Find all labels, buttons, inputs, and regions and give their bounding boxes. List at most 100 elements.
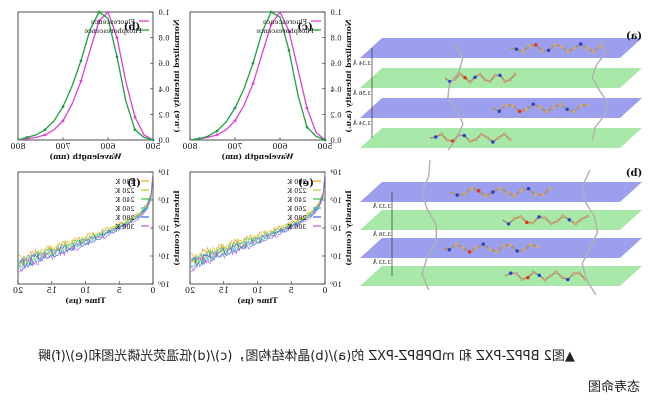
legend-label: 240 K xyxy=(115,196,134,204)
legend-label: Phosphorescence xyxy=(256,27,314,35)
panel-label-inner: (b) xyxy=(124,22,140,33)
y-tick-label: 0.0 xyxy=(158,137,169,145)
atom xyxy=(549,221,553,226)
distance-label: 3.56 Å xyxy=(352,89,371,97)
atom xyxy=(509,271,513,275)
atom xyxy=(559,44,564,49)
atom xyxy=(483,77,487,82)
atom xyxy=(538,105,542,110)
atom xyxy=(566,277,570,282)
side-group xyxy=(421,159,438,291)
y-tick-label-inner: 10² xyxy=(330,225,342,233)
atom xyxy=(479,132,484,136)
atom xyxy=(485,135,489,140)
y-tick-label: 1.0 xyxy=(158,9,169,17)
atom xyxy=(476,189,481,193)
y-tick-label-inner: 10² xyxy=(158,225,170,233)
series-marker xyxy=(79,79,83,83)
series-line xyxy=(18,173,154,273)
y-tick-label: 10⁰ xyxy=(158,281,170,289)
series-marker xyxy=(287,49,291,52)
atom xyxy=(467,250,472,254)
series-marker xyxy=(215,129,219,133)
atom xyxy=(488,79,492,84)
atom xyxy=(598,44,602,49)
x-tick-label: 0 xyxy=(322,286,327,295)
x-axis-title: Wavelength (nm) xyxy=(221,152,294,161)
x-tick-label: 20 xyxy=(185,286,195,295)
y-tick-label: 0.2 xyxy=(330,111,341,119)
atom xyxy=(573,222,578,226)
atom xyxy=(491,190,495,194)
series-marker xyxy=(305,106,309,110)
panel-label-a-inner: (a) xyxy=(626,31,642,42)
y-tick-label-inner: 10¹ xyxy=(330,253,342,261)
x-tick-label-inner: 600 xyxy=(272,142,287,151)
y-tick-label: 1.0 xyxy=(330,9,341,17)
series-marker xyxy=(115,36,119,39)
atom xyxy=(439,132,444,136)
side-group xyxy=(591,39,609,141)
atom xyxy=(501,244,506,248)
atom xyxy=(585,214,590,218)
y-axis-title-text: Normalized intensity (a.u.) xyxy=(344,19,353,132)
y-tick-label: 10¹ xyxy=(158,253,170,261)
legend-label: 260 K xyxy=(287,205,306,213)
chart-panel-f: 0 5 10 15 20 10⁰ 10¹ 10² 10³ 10⁴ Time (μs) Intensit… xyxy=(13,169,181,305)
series-marker xyxy=(61,119,65,123)
atom xyxy=(454,242,458,246)
figure-caption-line-2: 态寿命图 xyxy=(588,376,640,395)
legend-label-inner: Fluorescence xyxy=(263,18,307,26)
atom xyxy=(571,272,576,276)
legend-label-inner: 280 K xyxy=(115,214,134,222)
atom xyxy=(462,192,466,196)
chart-panel-e: 0 5 10 15 20 10⁰ 10¹ 10² 10³ 10⁴ Time (μs) Intensit… xyxy=(185,169,353,305)
plane-green xyxy=(360,266,642,286)
series-line xyxy=(189,10,326,141)
legend-label-inner: 200 K xyxy=(115,178,134,186)
atom xyxy=(560,275,564,280)
x-tick-label: 10 xyxy=(80,286,90,295)
atom xyxy=(478,72,482,76)
x-axis-title-inner: Time (μs) xyxy=(65,296,106,305)
atom xyxy=(513,72,517,76)
atom xyxy=(579,42,583,46)
atom xyxy=(537,273,541,278)
y-tick-label-inner: 0.0 xyxy=(158,137,169,145)
atom xyxy=(462,133,466,138)
side-group xyxy=(581,169,599,296)
y-tick-label: 0.6 xyxy=(158,60,170,68)
x-tick-label-inner: 15 xyxy=(47,286,57,295)
atom xyxy=(540,49,544,53)
plot-frame xyxy=(189,11,326,141)
series-marker xyxy=(133,115,137,119)
y-axis-title: Normalized intensity (a.u.) xyxy=(344,19,353,132)
atom xyxy=(484,194,488,198)
x-tick-label-inner: 10 xyxy=(80,286,90,295)
plane-green xyxy=(360,210,642,230)
molecule xyxy=(442,242,540,254)
atom xyxy=(534,43,538,47)
y-tick-label: 0.4 xyxy=(330,86,342,94)
atom xyxy=(434,135,438,139)
x-axis-title: Wavelength (nm) xyxy=(49,152,122,161)
atom xyxy=(508,137,512,142)
atom xyxy=(585,46,589,51)
atom xyxy=(512,216,517,221)
atom xyxy=(566,50,570,54)
chart-panel-c: 500 600 700 800 0.0 0.2 0.4 0.6 0.8 1.0 Wavelength… xyxy=(182,9,353,161)
legend-label-inner: 220 K xyxy=(287,187,306,195)
caption-text-1: ▲图2 BPPZ-PXZ 和 mDPBPZ-PXZ 的(a)/(b)晶体结构图，… xyxy=(38,349,575,364)
legend-label-inner: 200 K xyxy=(287,178,306,186)
x-axis-title: Time (μs) xyxy=(65,296,106,305)
atom xyxy=(591,50,596,54)
series-line xyxy=(17,10,154,141)
atom xyxy=(491,140,495,144)
x-tick-label-inner: 10 xyxy=(252,286,262,295)
y-tick-label-inner: 0.6 xyxy=(330,60,342,68)
series-marker xyxy=(197,137,201,141)
series-marker xyxy=(305,125,309,129)
plot-frame xyxy=(189,171,326,285)
y-tick-label-inner: 0.4 xyxy=(330,86,342,94)
